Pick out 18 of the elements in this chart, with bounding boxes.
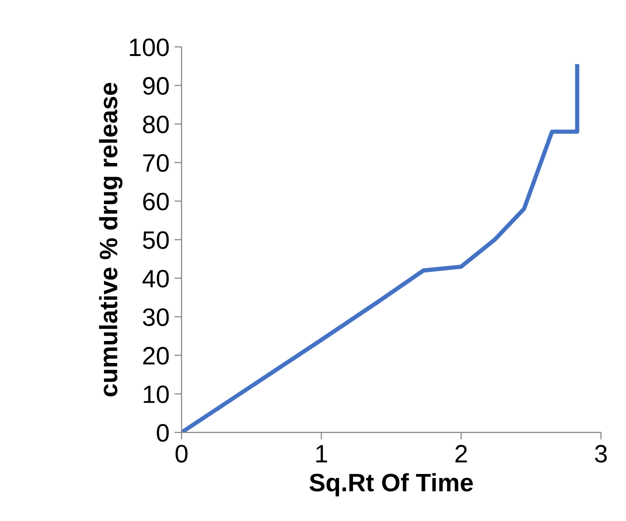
- y-tick-label: 10: [144, 385, 169, 404]
- y-tick-label: 0: [156, 424, 169, 442]
- y-tick-label: 70: [143, 154, 169, 172]
- x-tick-label: 2: [455, 444, 467, 462]
- y-tick-label: 60: [143, 192, 169, 210]
- line-series: [182, 64, 580, 432]
- y-tick-label: 30: [142, 308, 169, 326]
- x-tick-label: 0: [176, 444, 188, 463]
- y-tick-label: 80: [143, 116, 169, 134]
- y-tick-label: 50: [142, 231, 169, 249]
- y-tick-label: 100: [130, 38, 169, 56]
- x-axis-title: Sq.Rt Of Time: [310, 473, 473, 496]
- x-tick-label: 3: [594, 444, 607, 463]
- y-tick-label: 40: [142, 270, 169, 288]
- y-tick-label: 90: [143, 77, 169, 95]
- x-tick-label: 1: [316, 445, 328, 462]
- y-tick-label: 20: [143, 346, 169, 365]
- y-axis-title: cumulative % drug release: [99, 82, 122, 396]
